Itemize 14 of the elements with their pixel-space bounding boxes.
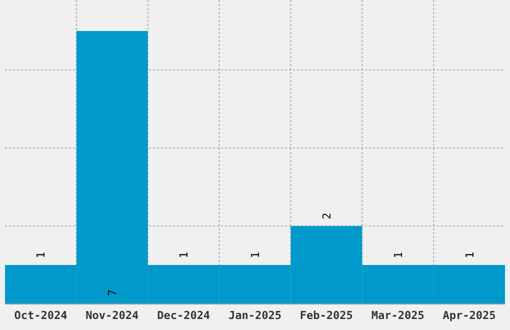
data-label: 2: [320, 212, 334, 220]
x-tick-label: Mar-2025: [371, 309, 424, 322]
x-tick-label: Oct-2024: [14, 309, 68, 322]
data-label: 7: [106, 289, 120, 296]
x-tick-label: Dec-2024: [157, 309, 210, 322]
x-tick-label: Apr-2025: [442, 309, 496, 322]
data-label: 1: [463, 252, 476, 258]
x-tick-label: Nov-2024: [86, 309, 140, 322]
data-label: 1: [249, 252, 262, 258]
data-label: 1: [178, 252, 191, 258]
x-tick-label: Feb-2025: [300, 309, 353, 322]
data-label: 1: [392, 252, 405, 258]
data-label: 1: [34, 252, 48, 258]
x-tick-label: Jan-2025: [228, 309, 282, 322]
